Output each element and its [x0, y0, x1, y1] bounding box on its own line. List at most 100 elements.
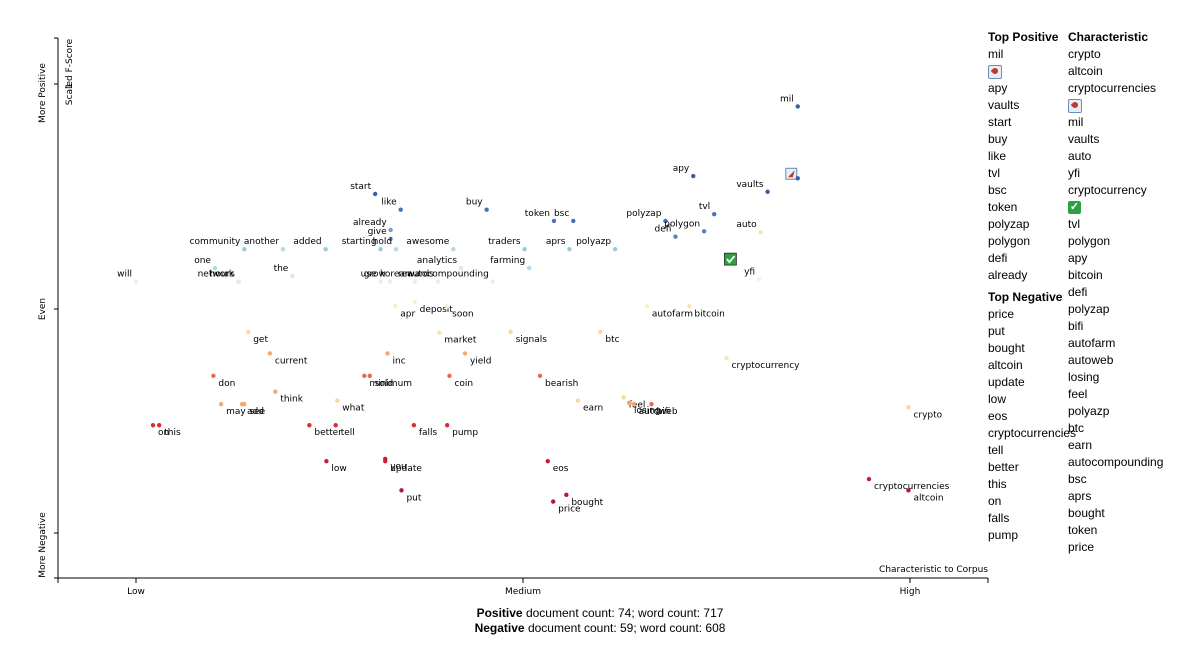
term-label: awesome [406, 237, 449, 247]
data-point [333, 423, 338, 428]
characteristic-item: bitcoin [1068, 268, 1103, 282]
term-label: bifi [656, 407, 670, 417]
top-positive-item: token [988, 200, 1018, 214]
term-label: hold [373, 237, 392, 247]
y-category-label: Even [38, 298, 48, 320]
term-label: minimum [369, 379, 412, 389]
rocket-icon [785, 167, 798, 180]
data-point [612, 247, 618, 252]
x-tick-label: High [900, 587, 921, 597]
term-label: start [350, 182, 371, 192]
term-label: price [558, 505, 581, 515]
term-label: add [247, 407, 264, 417]
data-point [598, 329, 603, 335]
term-label: will [117, 270, 132, 280]
y-axis-title: Scaled F-Score [65, 38, 75, 105]
term-label: don [218, 379, 235, 389]
characteristic-item: vaults [1068, 132, 1100, 146]
term-label: grow [364, 270, 386, 280]
top-positive-item: mil [988, 47, 1004, 61]
data-point [307, 423, 312, 428]
data-point [551, 218, 557, 224]
characteristic-item: feel [1068, 387, 1088, 401]
data-point [575, 398, 581, 403]
top-positive-item: tvl [988, 166, 1000, 180]
data-point [267, 351, 273, 356]
term-label: update [390, 464, 422, 474]
characteristic-item: autoweb [1068, 353, 1114, 367]
data-point [133, 279, 139, 284]
term-label: yield [470, 356, 492, 366]
top-positive-list: mil apy vaults start buy like tvl bsc token polyz… [988, 46, 1076, 284]
data-point [280, 247, 286, 252]
term-label: polygon [664, 219, 700, 229]
data-point [398, 207, 403, 212]
term-label: community [190, 237, 241, 247]
scatter-chart: Low Medium High More Positive Even More Negat… [38, 37, 989, 597]
term-label: autofarm [652, 309, 693, 319]
term-label: autocompounding [407, 270, 489, 280]
term-label: aprs [546, 237, 566, 247]
characteristic-list: crypto altcoin cryptocurrencies mil vaults au… [1068, 46, 1163, 556]
characteristic-item: autocompounding [1068, 455, 1164, 469]
top-negative-item: tell [988, 443, 1004, 457]
term-label: vaults [736, 180, 764, 190]
y-category-label: More Negative [38, 512, 48, 578]
data-point [383, 458, 388, 464]
characteristic-column: Characteristic crypto altcoin cryptocurren… [1068, 30, 1163, 556]
characteristic-item: bought [1068, 506, 1105, 520]
top-positive-item: vaults [988, 98, 1020, 112]
term-label: bought [571, 498, 603, 508]
top-positive-item: bsc [988, 183, 1007, 197]
term-label: earn [583, 404, 603, 414]
top-negative-item: falls [988, 511, 1010, 525]
data-point [393, 304, 398, 309]
data-point [451, 247, 456, 252]
term-label: see [249, 407, 265, 417]
term-label: low [331, 464, 346, 474]
term-label: added [293, 237, 321, 247]
data-point [388, 236, 393, 242]
data-point [378, 247, 383, 252]
top-negative-item: on [988, 494, 1002, 508]
top-positive-item: buy [988, 132, 1008, 146]
data-point [691, 173, 696, 179]
term-label: farming [490, 256, 525, 266]
data-point [435, 279, 441, 284]
term-label: rewards [398, 270, 434, 280]
top-negative-item: update [988, 375, 1025, 389]
term-label: analytics [417, 256, 458, 266]
top-positive-item [988, 63, 1076, 80]
characteristic-item: cryptocurrency [1068, 183, 1147, 197]
data-point [711, 212, 717, 217]
term-label: bearish [545, 379, 578, 389]
term-label: like [381, 198, 397, 208]
term-label: eos [553, 464, 569, 474]
term-label: starting [342, 237, 377, 247]
term-label: btc [605, 335, 619, 345]
check-icon-box [724, 252, 737, 266]
data-point [388, 227, 393, 233]
top-positive-item: polyzap [988, 217, 1030, 231]
data-point [626, 400, 632, 405]
term-label: one [194, 256, 211, 266]
data-point [631, 401, 636, 407]
positive-summary: Positive document count: 74; word count:… [0, 606, 1200, 621]
top-positive-item: like [988, 149, 1007, 163]
data-point [795, 176, 800, 181]
top-negative-item: better [988, 460, 1019, 474]
data-point [399, 488, 404, 493]
top-negative-item: this [988, 477, 1007, 491]
term-label: use [361, 270, 377, 280]
data-point [150, 423, 156, 428]
data-point [387, 279, 393, 284]
term-label: token [525, 209, 550, 219]
data-point [724, 355, 729, 361]
top-positive-heading: Top Positive [988, 30, 1059, 44]
data-point [458, 265, 464, 271]
characteristic-item: tvl [1068, 217, 1080, 231]
top-terms-column: Top Positive mil apy vaults start buy like tvl… [988, 30, 1076, 544]
rocket-icon [1068, 98, 1082, 113]
data-point [242, 401, 247, 407]
data-point [673, 234, 678, 239]
